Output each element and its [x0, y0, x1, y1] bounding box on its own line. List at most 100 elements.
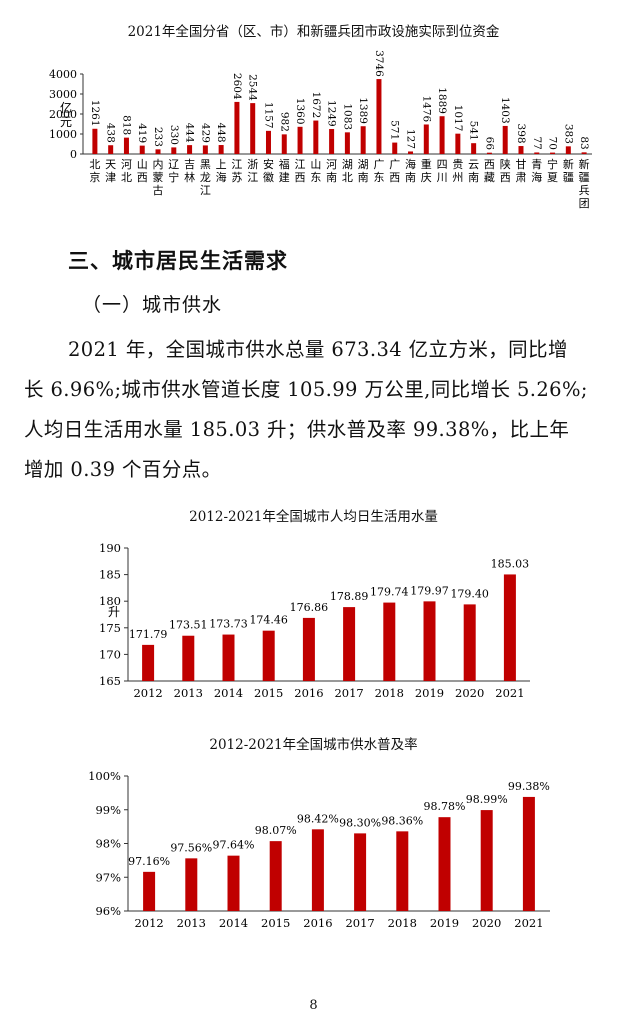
data-label: 1403	[499, 97, 511, 124]
data-label: 1476	[420, 95, 432, 122]
x-tick-label: 重庆	[421, 157, 432, 184]
data-label: 383	[562, 124, 574, 144]
daily-water-use-chart: 190 185 180 175 170 165 升 171.79 2012 173.51 2013 1…	[99, 541, 530, 700]
y-tick-label: 4000	[49, 68, 77, 81]
chart2-title: 2012-2021年全国城市人均日生活用水量	[189, 509, 438, 525]
y-tick-label: 98%	[95, 837, 121, 851]
x-tick-label: 湖南	[358, 158, 369, 184]
bar	[423, 601, 436, 681]
data-label: 98.30%	[339, 816, 381, 829]
data-label: 66	[483, 137, 495, 151]
x-tick-label: 江西	[295, 158, 306, 184]
data-label: 1249	[326, 100, 338, 127]
bar	[518, 146, 524, 154]
x-tick-label: 广西	[389, 158, 400, 184]
data-label: 98.36%	[381, 814, 423, 827]
chart1-title: 2021年全国分省（区、市）和新疆兵团市政设施实际到位资金	[127, 24, 500, 40]
section-heading: 三、城市居民生活需求	[68, 249, 288, 273]
bar	[202, 145, 208, 154]
y-tick-label: 190	[99, 541, 121, 555]
bar	[313, 120, 319, 154]
x-tick-label: 2014	[219, 916, 248, 930]
bar	[139, 145, 145, 154]
x-tick-label: 新疆	[563, 157, 574, 184]
x-tick-label: 2017	[334, 686, 363, 700]
bar	[269, 841, 282, 911]
x-tick-label: 2020	[455, 686, 484, 700]
data-label: 185.03	[491, 557, 530, 570]
y-tick-label: 170	[99, 647, 121, 661]
x-tick-label: 2015	[261, 916, 290, 930]
x-tick-label: 2013	[174, 686, 203, 700]
data-label: 127	[405, 129, 417, 149]
province-funding-chart: 4000 3000 2000 1000 0 亿元 1261 北京 438 天津 818 河北 419 山西…	[49, 50, 592, 210]
data-label: 541	[468, 121, 480, 141]
data-label: 98.78%	[424, 800, 466, 813]
page-number: 8	[309, 998, 318, 1013]
data-label: 179.40	[450, 587, 489, 600]
bar	[297, 126, 303, 154]
x-tick-label: 2019	[415, 686, 444, 700]
x-tick-label: 2012	[133, 686, 162, 700]
data-label: 448	[215, 123, 227, 143]
data-label: 179.97	[410, 584, 449, 597]
x-tick-label: 青海	[531, 158, 542, 184]
x-tick-label: 山西	[137, 158, 148, 184]
x-tick-label: 2012	[134, 916, 163, 930]
data-label: 1083	[341, 103, 353, 130]
y-axis-label: 亿元	[60, 100, 72, 129]
bar	[123, 137, 129, 154]
bar	[534, 152, 540, 154]
x-tick-label: 2017	[345, 916, 374, 930]
bar	[281, 134, 287, 154]
y-tick-label: 1000	[49, 128, 77, 141]
x-tick-label: 吉林	[184, 158, 195, 184]
bar	[142, 644, 155, 681]
x-tick-label: 宁夏	[547, 157, 558, 184]
data-label: 233	[152, 127, 164, 147]
x-tick-label: 浙江	[247, 158, 258, 184]
x-tick-label: 辽宁	[168, 158, 179, 184]
bar	[438, 817, 451, 911]
chart3-title: 2012-2021年全国城市供水普及率	[209, 737, 418, 753]
bar	[143, 871, 156, 911]
data-label: 1672	[310, 92, 322, 119]
y-tick-label: 165	[99, 674, 121, 688]
bar	[550, 152, 556, 154]
x-tick-label: 2014	[214, 686, 243, 700]
y-tick-label: 99%	[95, 803, 121, 817]
x-tick-label: 2013	[177, 916, 206, 930]
data-label: 1017	[452, 105, 464, 132]
x-tick-label: 2019	[430, 916, 459, 930]
data-label: 438	[105, 123, 117, 143]
bar	[108, 145, 114, 154]
bar	[344, 132, 350, 154]
y-tick-label: 97%	[95, 870, 121, 884]
y-tick-label: 185	[99, 568, 121, 582]
data-label: 330	[168, 125, 180, 145]
bar	[396, 831, 409, 911]
y-tick-label: 96%	[95, 904, 121, 918]
bar	[503, 574, 516, 681]
y-tick-label: 3000	[49, 88, 77, 101]
data-label: 818	[120, 115, 132, 135]
bar	[455, 133, 461, 154]
bar	[92, 128, 98, 154]
data-label: 444	[184, 123, 196, 143]
supply-coverage-chart: 100% 99% 98% 97% 96% 97.16% 2012 97.56% 2013 97.6…	[88, 769, 550, 930]
data-label: 398	[515, 124, 527, 144]
bar	[302, 617, 315, 681]
data-label: 2604	[231, 73, 243, 100]
x-tick-label: 新疆兵团	[579, 157, 590, 210]
data-label: 99.38%	[508, 780, 550, 793]
x-tick-label: 2016	[294, 686, 323, 700]
paragraph-line: 增加 0.39 个百分点。	[24, 458, 222, 481]
x-tick-label: 广东	[373, 158, 384, 184]
y-tick-label: 2000	[49, 108, 77, 121]
bar	[234, 101, 240, 154]
x-tick-label: 安徽	[263, 157, 274, 184]
x-tick-label: 湖北	[342, 158, 353, 184]
bar	[265, 130, 271, 154]
data-label: 571	[389, 120, 401, 140]
bar	[262, 630, 275, 681]
